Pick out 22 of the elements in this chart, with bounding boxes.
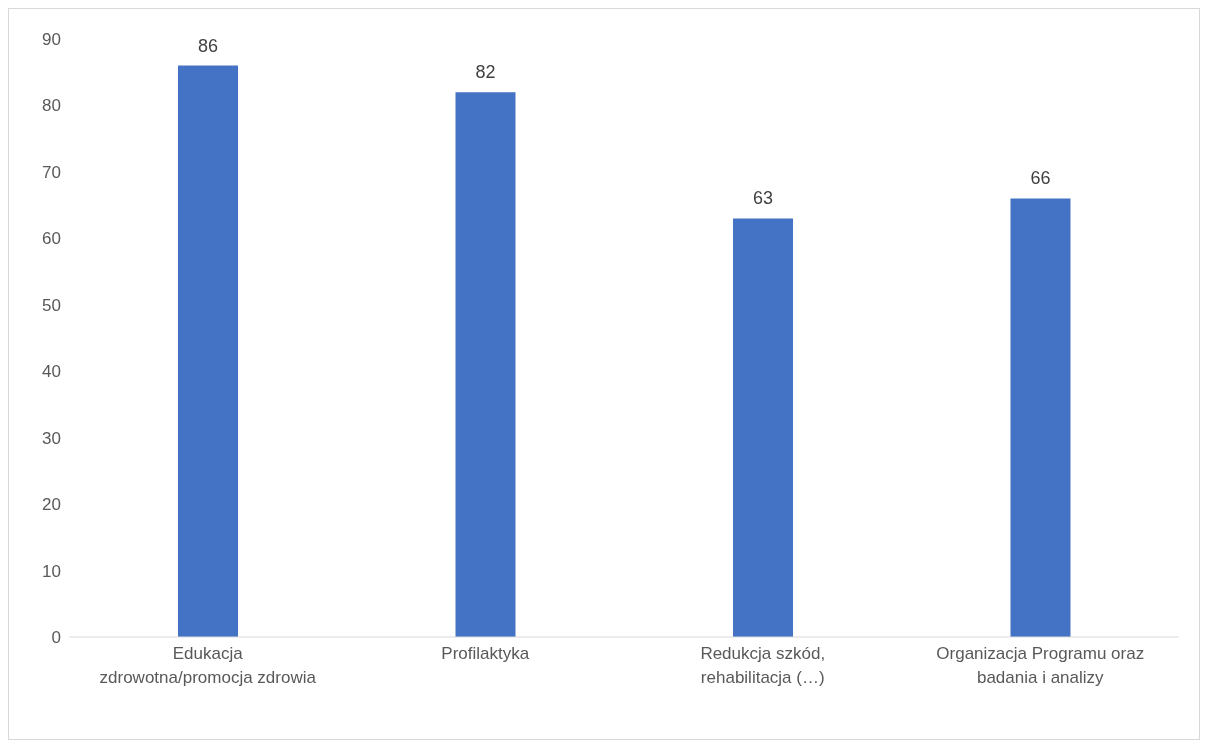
y-tick-label: 60 [42,229,61,249]
bar [178,65,238,637]
y-tick-label: 40 [42,362,61,382]
y-tick-label: 30 [42,428,61,448]
y-tick-label: 80 [42,96,61,116]
y-tick-label: 20 [42,495,61,515]
y-tick-label: 90 [42,30,61,50]
y-tick-label: 10 [42,561,61,581]
y-tick-label: 50 [42,295,61,315]
x-tick-label: Edukacja zdrowotna/promocja zdrowia [99,644,317,687]
data-label: 63 [752,188,774,209]
x-tick-label: Organizacja Programu oraz badania i analizy [936,644,1145,687]
x-tick-label: Redukcja szkód, rehabilitacja (…) [700,644,826,687]
y-tick-label: 0 [51,628,61,648]
data-label: 82 [475,62,496,83]
x-tick-label: Profilaktyka [441,644,530,663]
bar [1010,198,1071,637]
data-label: 66 [1030,168,1051,189]
bar [455,92,516,637]
y-tick-label: 70 [42,162,61,182]
data-label: 86 [197,35,219,56]
bar [733,218,793,637]
